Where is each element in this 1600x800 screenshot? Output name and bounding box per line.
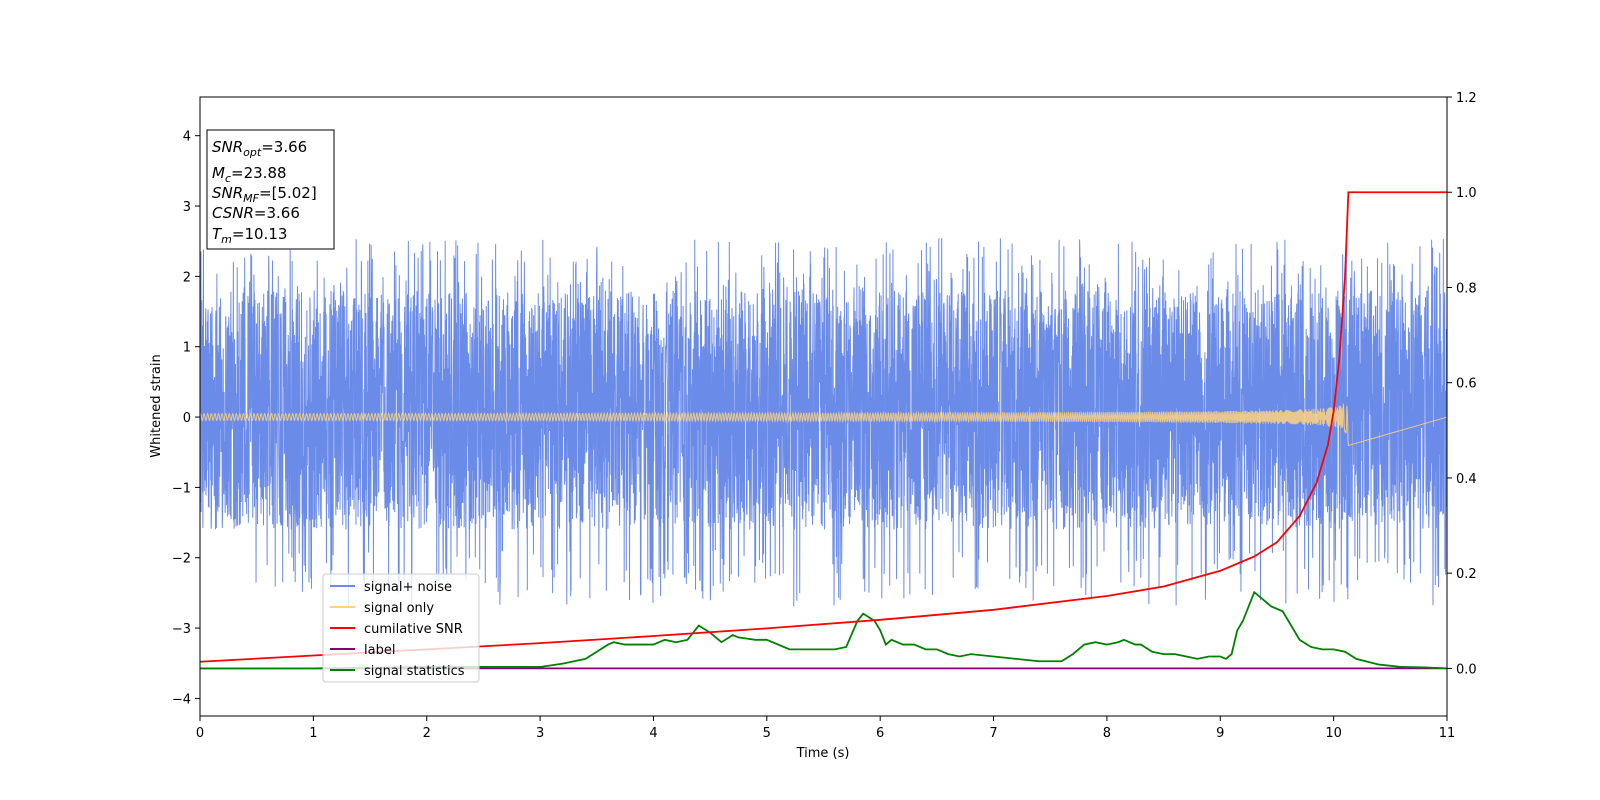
annotation-line: Tm=10.13	[212, 225, 287, 246]
annotation-line: SNRopt=3.66	[212, 138, 307, 159]
x-tick-label: 7	[989, 726, 997, 741]
y-left-tick-label: −4	[172, 692, 191, 707]
series-cumulative-snr	[200, 191, 1447, 663]
y-right-tick-label: 0.8	[1456, 281, 1477, 296]
y-left-tick-label: 1	[183, 341, 191, 356]
annotation-line: Mc=23.88	[212, 164, 287, 185]
y-left-tick-label: −3	[172, 622, 191, 637]
y-right-tick-label: 0.2	[1456, 567, 1477, 582]
y-left-tick-label: 4	[183, 130, 191, 145]
axes: 0 1 2 3 4 5 6 7 8 9 10 11 −4 −3 −2 −1 0 1 2 3 4 0.0 0.2 0.4 0.6 0…	[172, 91, 1477, 741]
x-tick-label: 11	[1439, 726, 1456, 741]
x-tick-label: 9	[1216, 726, 1224, 741]
y-left-tick-label: 2	[183, 270, 191, 285]
legend-label: signal statistics	[364, 664, 465, 679]
x-tick-label: 3	[536, 726, 544, 741]
plot-frame	[199, 96, 1448, 717]
x-tick-label: 6	[876, 726, 884, 741]
x-tick-label: 10	[1325, 726, 1342, 741]
legend-label: signal+ noise	[364, 580, 452, 595]
y-left-tick-label: −1	[172, 481, 191, 496]
legend-frame	[322, 573, 480, 683]
y-right-tick-label: 0.0	[1456, 662, 1477, 677]
x-tick-label: 0	[196, 726, 204, 741]
legend-label: label	[364, 643, 395, 658]
y-axis-label: Whitened strain	[149, 354, 164, 457]
y-left-tick-label: −2	[172, 552, 191, 567]
x-tick-label: 5	[763, 726, 771, 741]
series-signal-only	[200, 403, 1447, 447]
y-right-tick-label: 0.4	[1456, 472, 1477, 487]
annotation-box: SNRopt=3.66 Mc=23.88SNRMF=[5.02]CSNR=3.66…	[206, 129, 335, 250]
y-left-tick-label: 0	[183, 411, 191, 426]
series-signal-noise	[200, 237, 1447, 607]
y-right-tick-label: 1.2	[1456, 91, 1477, 106]
legend-label: signal only	[364, 601, 434, 616]
x-tick-label: 8	[1103, 726, 1111, 741]
legend: signal+ noise signal only cumilative SNR la…	[322, 573, 480, 683]
x-tick-label: 4	[649, 726, 657, 741]
y-left-tick-label: 3	[183, 200, 191, 215]
series-signal-statistics	[200, 590, 1447, 670]
annotation-line: SNRMF=[5.02]	[212, 184, 317, 205]
annotation-frame	[206, 129, 335, 250]
legend-label: cumilative SNR	[364, 622, 463, 637]
x-tick-label: 1	[309, 726, 317, 741]
annotation-line: CSNR=3.66	[212, 204, 300, 222]
y-right-tick-label: 0.6	[1456, 377, 1477, 392]
x-axis-label: Time (s)	[796, 746, 850, 761]
x-tick-label: 2	[423, 726, 431, 741]
y-right-tick-label: 1.0	[1456, 186, 1477, 201]
